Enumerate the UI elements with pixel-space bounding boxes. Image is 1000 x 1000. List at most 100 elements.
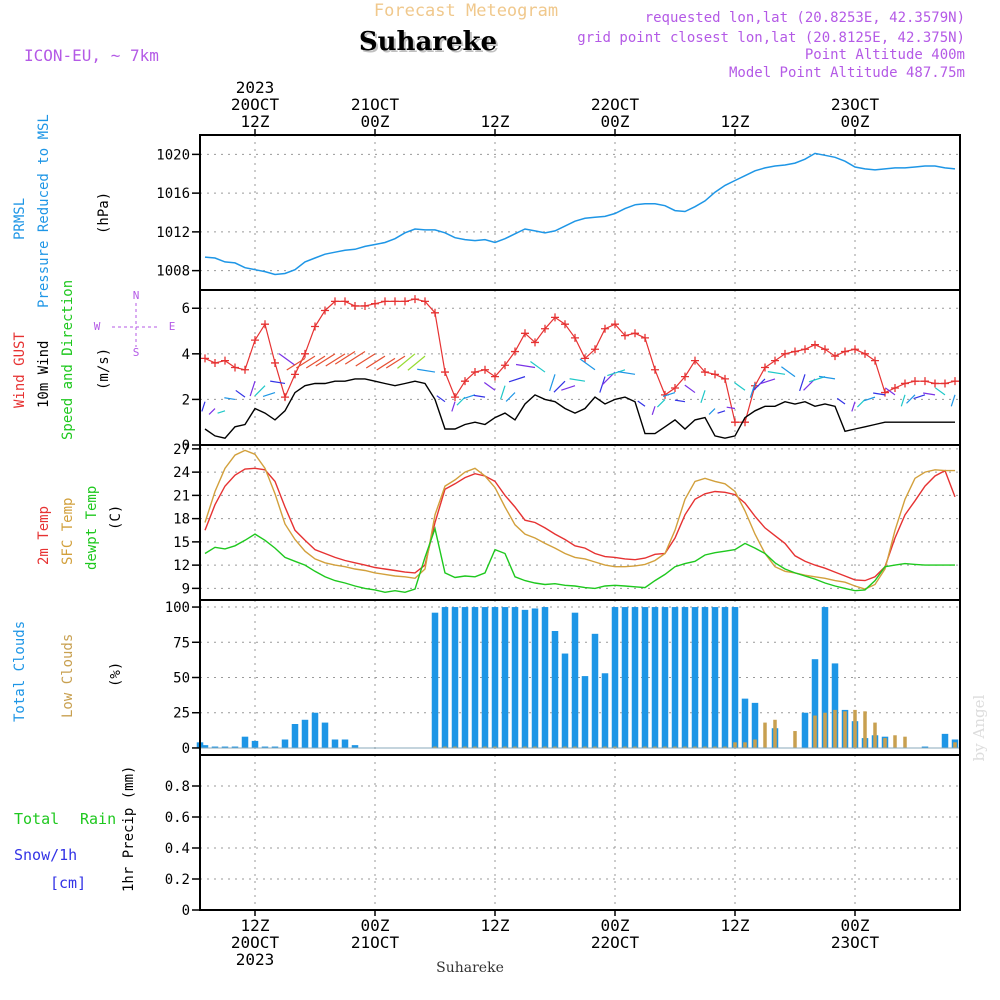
marks-layer	[196, 152, 960, 749]
gust-marker	[431, 308, 439, 317]
wind-direction-arrow	[355, 353, 376, 367]
total-clouds-bar	[691, 607, 699, 748]
gust-marker	[321, 306, 329, 315]
location-title: Suhareke	[359, 27, 497, 57]
low-clouds-bar	[443, 746, 447, 748]
gust-marker	[351, 301, 359, 310]
wind-direction-arrow	[617, 371, 636, 375]
temp-unit: (C)	[108, 505, 124, 530]
gust-marker	[591, 345, 599, 354]
wind-direction-arrow	[873, 392, 886, 396]
gust-marker	[341, 297, 349, 306]
pressure-label-a: PRMSL	[12, 198, 28, 240]
temp-ytick-label: 24	[173, 465, 190, 481]
wind-direction-arrow	[344, 351, 366, 365]
model-altitude: Model Point Altitude 487.75m	[729, 65, 965, 81]
low-clouds-bar	[853, 709, 857, 748]
gust-marker	[511, 347, 519, 356]
total-clouds-bar	[491, 607, 499, 748]
total-clouds-bar	[441, 607, 449, 748]
wind-direction-arrow	[836, 397, 846, 405]
gust-marker	[631, 329, 639, 338]
wind-direction-arrow	[451, 401, 456, 412]
gust-marker	[831, 352, 839, 361]
wind-direction-arrow	[863, 396, 876, 402]
low-clouds-bar	[483, 746, 487, 748]
wind-direction-arrow	[278, 353, 296, 366]
wind-direction-arrow	[463, 394, 476, 400]
snow-label: Snow/1h	[14, 846, 77, 864]
grid-layer	[200, 135, 960, 911]
total-clouds-bar	[251, 740, 259, 748]
clouds-ytick-label: 50	[173, 671, 190, 687]
low-clouds-bar	[953, 742, 957, 748]
bottom-time-label: 00Z	[841, 916, 870, 935]
bottom-time-label: 12Z	[481, 916, 510, 935]
gust-marker	[621, 331, 629, 340]
gust-marker	[641, 333, 649, 342]
gust-marker	[201, 354, 209, 363]
wind-direction-arrow	[473, 394, 486, 398]
total-clouds-bar	[611, 607, 619, 748]
wind-direction-arrow	[201, 401, 206, 412]
location-title: Suhareke	[361, 29, 499, 59]
gust-marker	[921, 377, 929, 386]
requested-coords: requested lon,lat (20.8253E, 42.3579N)	[645, 10, 965, 26]
total-clouds-bar	[321, 722, 329, 748]
gust-marker	[241, 365, 249, 374]
low-clouds-bar	[473, 746, 477, 748]
gust-marker	[781, 349, 789, 358]
gust-marker	[211, 358, 219, 367]
total-clouds-bar	[211, 746, 219, 748]
wind-direction-arrow	[235, 389, 246, 398]
wind10-line	[204, 378, 955, 439]
wind-direction-arrow	[334, 351, 356, 365]
compass-s: S	[133, 346, 140, 359]
total-clouds-bar	[821, 607, 829, 748]
gust-marker	[811, 340, 819, 349]
gust-marker	[411, 295, 419, 304]
dewpt-label: dewpt Temp	[84, 486, 100, 570]
precip-frame	[199, 754, 961, 911]
wind-direction-arrow	[217, 410, 226, 414]
wind-direction-arrow	[851, 401, 856, 412]
gust-marker	[611, 320, 619, 329]
wind-direction-arrow	[385, 355, 406, 369]
wind-direction-arrow	[499, 385, 506, 400]
gust-marker	[941, 379, 949, 388]
top-time-label: 00Z	[841, 112, 870, 131]
compass-n: N	[133, 289, 140, 302]
low-clouds-bar	[713, 746, 717, 748]
low-clouds-bar	[863, 711, 867, 748]
wind-direction-arrow	[900, 394, 906, 407]
sfctemp-label: SFC Temp	[60, 498, 76, 565]
wind-direction-arrow	[856, 398, 866, 408]
frames-layer	[199, 134, 961, 911]
clouds-unit: (%)	[108, 662, 124, 687]
gust-marker	[381, 297, 389, 306]
low-clouds-bar	[683, 746, 687, 748]
wind-direction-arrow	[270, 380, 286, 385]
low-clouds-bar	[873, 722, 877, 748]
gust-marker	[361, 301, 369, 310]
low-clouds-bar	[743, 742, 747, 748]
wind-direction-arrow	[549, 374, 556, 392]
total-clouds-bar	[501, 607, 509, 748]
dewpt-line	[204, 526, 955, 594]
gust-marker	[931, 379, 939, 388]
total-clouds-bar	[511, 607, 519, 748]
wind-direction-arrow	[579, 358, 596, 371]
temp-ytick-label: 18	[173, 512, 190, 528]
low-clouds-bar	[543, 746, 547, 748]
total-clouds-bar	[231, 746, 239, 748]
low-clouds-bar	[693, 746, 697, 748]
gust-marker	[791, 347, 799, 356]
gust-marker	[861, 349, 869, 358]
temp2m-line	[204, 467, 956, 582]
gust-marker	[521, 329, 529, 338]
total-clouds-bar	[281, 739, 289, 748]
gust-marker	[301, 349, 309, 358]
compass-rose: N S W E	[94, 289, 176, 359]
gust-marker	[281, 393, 289, 402]
